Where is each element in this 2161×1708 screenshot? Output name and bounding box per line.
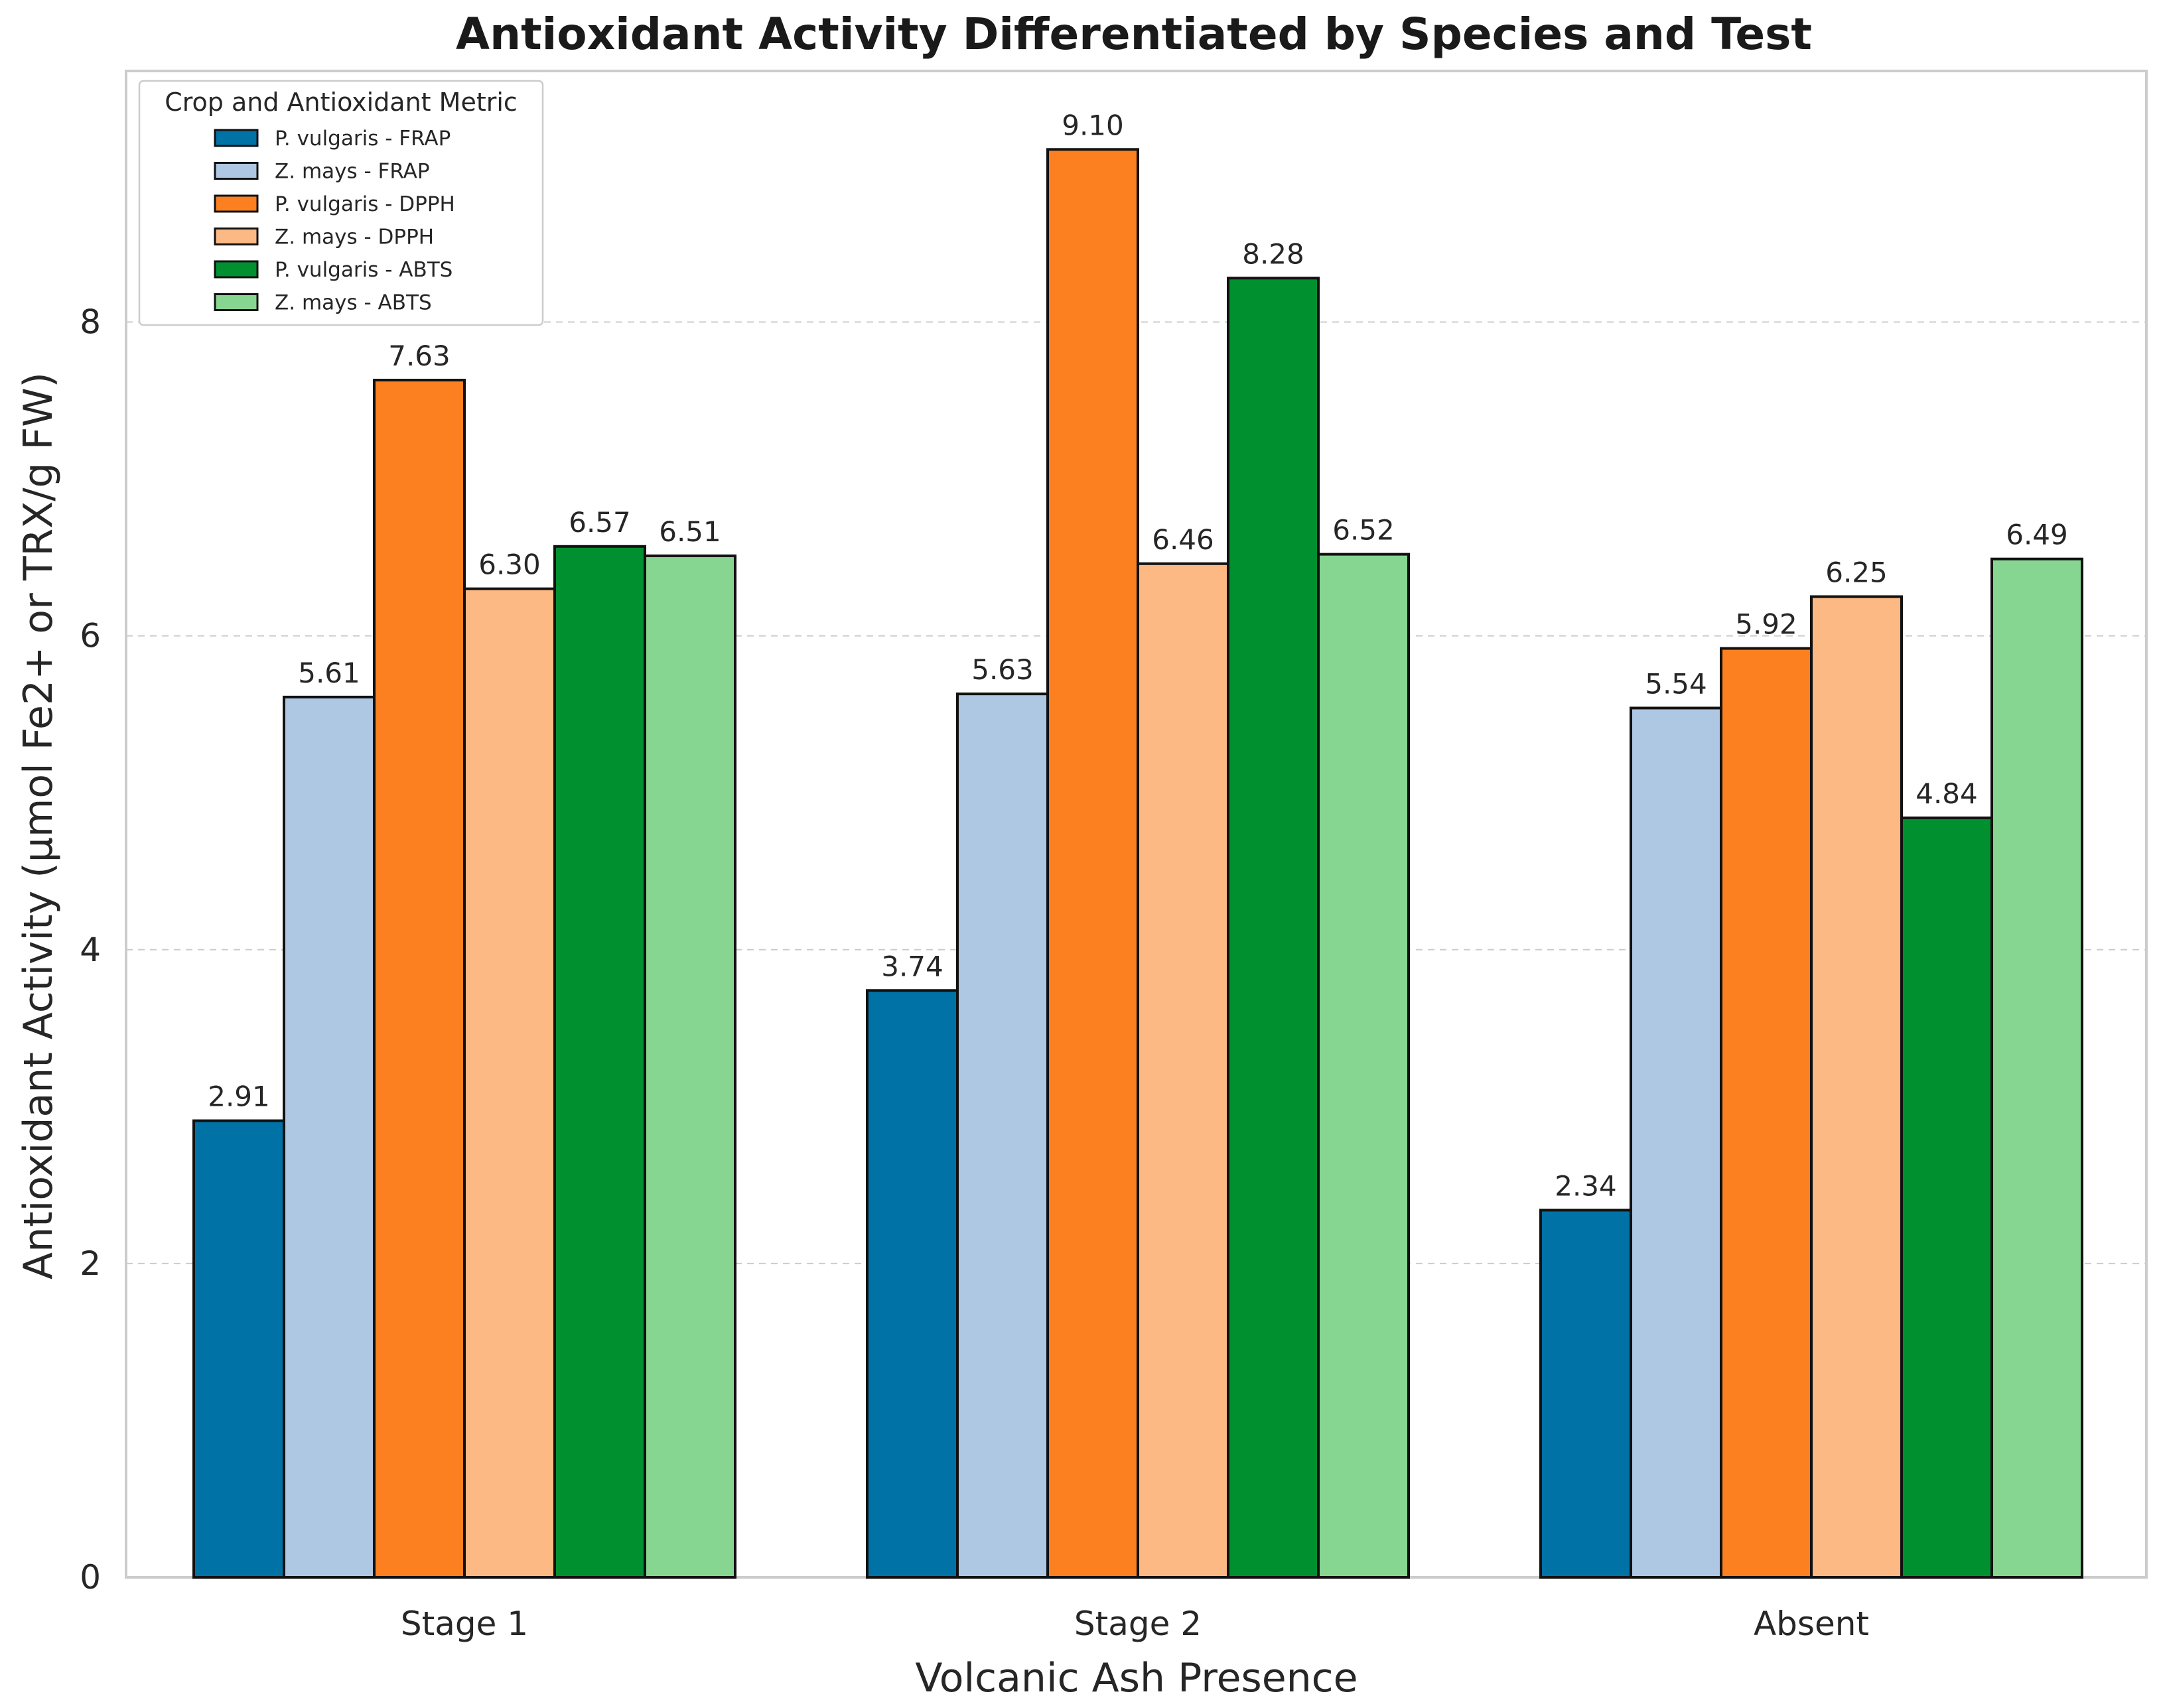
bar bbox=[956, 692, 1049, 1579]
bar bbox=[1810, 595, 1903, 1579]
bar-value-label: 5.61 bbox=[298, 657, 360, 689]
bar bbox=[463, 587, 556, 1579]
bar-value-label: 2.34 bbox=[1555, 1169, 1617, 1202]
bar bbox=[373, 379, 466, 1579]
x-tick-label: Absent bbox=[1754, 1605, 1869, 1643]
bar bbox=[866, 989, 959, 1579]
bar-value-label: 3.74 bbox=[881, 950, 943, 982]
bar-value-label: 6.57 bbox=[569, 506, 631, 539]
y-tick-label: 8 bbox=[80, 303, 101, 342]
y-tick-label: 6 bbox=[80, 617, 101, 655]
x-axis-ticks: Stage 1 Stage 2 Absent bbox=[401, 1605, 1869, 1643]
y-tick-label: 2 bbox=[80, 1244, 101, 1283]
bar-value-label: 6.25 bbox=[1825, 556, 1888, 588]
legend-label: P. vulgaris - FRAP bbox=[275, 127, 451, 151]
legend-label: P. vulgaris - ABTS bbox=[275, 258, 453, 282]
x-tick-label: Stage 1 bbox=[401, 1605, 528, 1643]
legend: Crop and Antioxidant Metric P. vulgaris … bbox=[138, 80, 544, 326]
x-tick-label: Stage 2 bbox=[1074, 1605, 1202, 1643]
legend-swatch bbox=[214, 260, 259, 279]
x-axis-label: Volcanic Ash Presence bbox=[915, 1655, 1358, 1701]
legend-swatch bbox=[214, 228, 259, 245]
bar bbox=[1046, 148, 1139, 1579]
legend-swatch bbox=[214, 129, 259, 147]
bar-value-label: 5.92 bbox=[1735, 608, 1797, 641]
legend-swatch bbox=[214, 293, 259, 311]
bar bbox=[1539, 1209, 1632, 1579]
bar-value-label: 8.28 bbox=[1242, 237, 1304, 270]
bar-value-label: 6.49 bbox=[2006, 519, 2068, 551]
bar bbox=[1990, 557, 2083, 1579]
y-axis-ticks: 0 2 4 6 8 bbox=[80, 303, 101, 1597]
legend-items: P. vulgaris - FRAP Z. mays - FRAP P. vulga… bbox=[214, 127, 455, 315]
legend-label: Z. mays - FRAP bbox=[275, 160, 430, 184]
bar-value-label: 5.54 bbox=[1645, 667, 1707, 700]
legend-label: P. vulgaris - DPPH bbox=[275, 192, 455, 216]
y-axis-label: Antioxidant Activity (μmol Fe2+ or TRX/g… bbox=[15, 372, 62, 1280]
y-tick-label: 0 bbox=[80, 1558, 101, 1597]
bar-value-label: 6.52 bbox=[1332, 514, 1395, 547]
bar-value-label: 7.63 bbox=[388, 340, 451, 372]
bar bbox=[1227, 277, 1320, 1579]
bar-value-label: 6.46 bbox=[1152, 523, 1214, 556]
bar bbox=[192, 1119, 285, 1579]
bar-value-label: 6.30 bbox=[478, 549, 541, 581]
legend-swatch bbox=[214, 162, 259, 180]
bar-value-label: 6.51 bbox=[659, 515, 721, 548]
bar-value-label: 9.10 bbox=[1062, 109, 1124, 141]
bar bbox=[1317, 553, 1410, 1579]
bar bbox=[1900, 817, 1993, 1579]
chart-title: Antioxidant Activity Differentiated by S… bbox=[456, 9, 1812, 60]
bar-value-label: 2.91 bbox=[208, 1081, 270, 1113]
bars bbox=[192, 148, 2083, 1579]
legend-label: Z. mays - ABTS bbox=[275, 291, 432, 315]
bar bbox=[1137, 562, 1229, 1579]
bar-value-label: 5.63 bbox=[971, 653, 1034, 686]
y-tick-label: 4 bbox=[80, 931, 101, 969]
bar bbox=[644, 554, 736, 1579]
bar bbox=[1720, 647, 1813, 1579]
legend-title: Crop and Antioxidant Metric bbox=[165, 88, 518, 117]
legend-label: Z. mays - DPPH bbox=[275, 226, 434, 249]
bar bbox=[1630, 706, 1722, 1579]
data-labels: 2.91 3.74 2.34 5.61 5.63 5.54 7.63 9.10 5.92 6.30… bbox=[208, 109, 2068, 1202]
bar-value-label: 4.84 bbox=[1916, 777, 1978, 810]
bar bbox=[553, 545, 646, 1579]
bar bbox=[283, 695, 376, 1579]
legend-swatch bbox=[214, 194, 259, 213]
